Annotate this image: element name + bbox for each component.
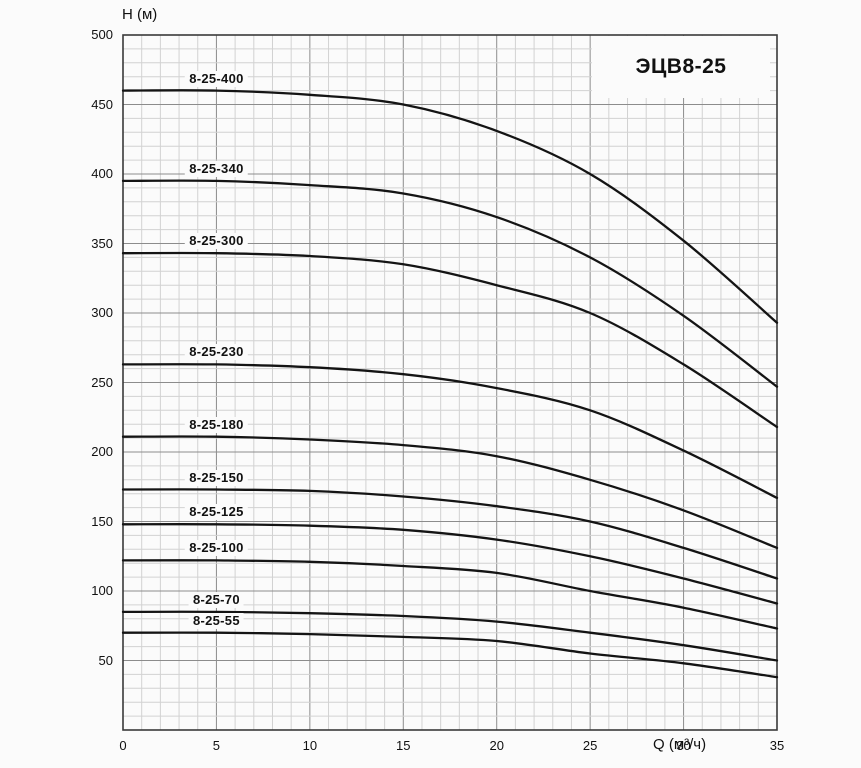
y-tick-label-400: 400 [91, 166, 113, 181]
y-tick-label-150: 150 [91, 513, 113, 529]
y-tick-label-300: 300 [91, 305, 113, 320]
curve-8-25-230 [121, 363, 779, 500]
x-tick-label-35: 35 [769, 738, 785, 753]
curve-label-8-25-55: 8-25-55 [188, 612, 244, 629]
curve-8-25-400 [121, 89, 779, 324]
curve-label-8-25-400: 8-25-400 [185, 70, 248, 87]
curve-label-8-25-180: 8-25-180 [185, 416, 248, 433]
x-tick-label-30: 30 [676, 738, 691, 753]
curve-8-25-125 [121, 523, 779, 605]
curve-8-25-70 [121, 610, 779, 662]
y-tick-label-100: 100 [91, 583, 113, 598]
x-tick-label-5: 5 [212, 738, 221, 753]
x-tick-label-10: 10 [302, 738, 318, 753]
curve-label-8-25-340: 8-25-340 [185, 160, 248, 177]
y-tick-label-500: 500 [91, 27, 113, 42]
y-tick-label-200: 200 [91, 444, 113, 459]
curve-label-8-25-125: 8-25-125 [185, 504, 248, 521]
x-tick-label-15: 15 [396, 738, 411, 753]
y-tick-label-350: 350 [91, 235, 113, 251]
chart-title: ЭЦВ8-25 [592, 36, 770, 98]
curve-8-25-180 [121, 435, 779, 550]
curve-8-25-340 [121, 179, 779, 388]
curve-8-25-150 [121, 488, 779, 580]
y-tick-label-50: 50 [98, 652, 113, 668]
y-tick-label-250: 250 [91, 374, 113, 390]
plot-border [122, 34, 778, 731]
x-tick-label-25: 25 [582, 738, 598, 753]
x-tick-label-0: 0 [119, 738, 127, 753]
curve-8-25-100 [121, 559, 779, 630]
curve-label-8-25-100: 8-25-100 [185, 540, 248, 557]
curve-8-25-300 [121, 251, 779, 429]
y-tick-label-450: 450 [91, 96, 113, 112]
x-axis-label: Q (м³/ч) [653, 736, 707, 753]
curve-label-8-25-150: 8-25-150 [185, 469, 248, 486]
y-axis-label: H (м) [122, 6, 158, 23]
curve-8-25-55 [121, 631, 779, 679]
curve-label-8-25-300: 8-25-300 [185, 233, 248, 250]
curve-label-8-25-70: 8-25-70 [188, 591, 244, 608]
curve-label-8-25-230: 8-25-230 [185, 344, 248, 361]
x-tick-label-20: 20 [489, 738, 504, 753]
